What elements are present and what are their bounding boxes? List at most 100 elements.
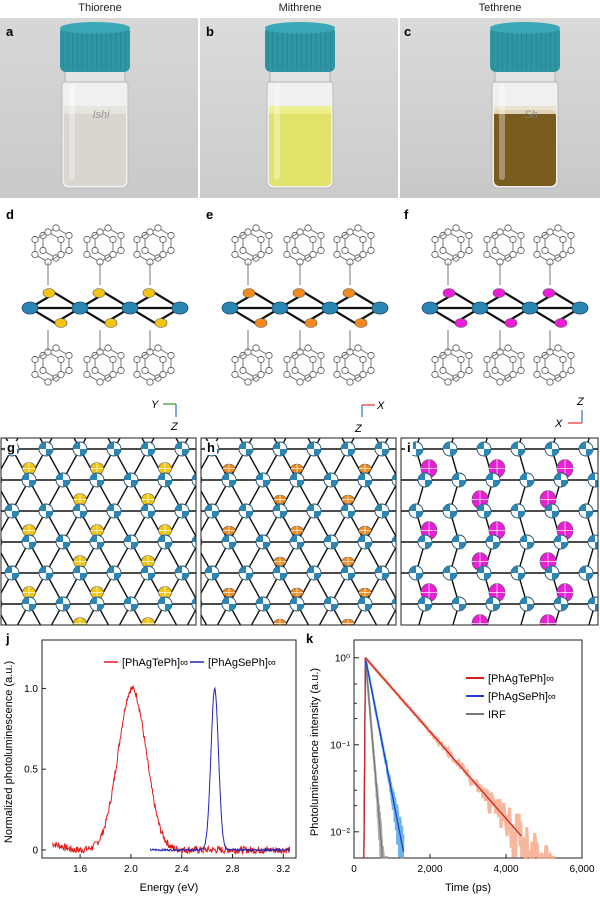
- silver-atom-octant: [588, 473, 595, 480]
- silver-atom-octant: [425, 480, 432, 487]
- silver-atom-octant: [280, 449, 287, 456]
- carbon-atom: [31, 235, 39, 244]
- carbon-atom: [367, 231, 375, 240]
- carbon-atom: [304, 344, 312, 352]
- silver-atom-octant: [467, 480, 474, 487]
- silver-atom-octant: [486, 473, 493, 480]
- carbon-atom: [509, 250, 517, 259]
- carbon-atom: [346, 228, 354, 236]
- carbon-atom: [309, 370, 317, 379]
- silver-atom-octant: [518, 511, 525, 518]
- silver-atom-octant: [416, 573, 423, 580]
- carbon-atom: [309, 235, 317, 244]
- silver-atom-octant: [579, 442, 586, 449]
- silver-atom-octant: [493, 542, 500, 549]
- carbon-atom: [117, 246, 125, 255]
- chart-k-legend: [PhAgTePh]∞ [PhAgSePh]∞ IRF: [466, 673, 556, 721]
- silver-atom-octant: [382, 449, 389, 456]
- silver-atom-octant: [56, 597, 63, 604]
- silver-atom-octant: [256, 473, 263, 480]
- silver-atom-octant: [114, 573, 121, 580]
- carbon-atom: [257, 355, 265, 364]
- panel-label-h: h: [205, 440, 217, 455]
- legend-k-label-te: [PhAgTePh]∞: [488, 673, 554, 685]
- carbon-atom: [44, 378, 52, 386]
- carbon-atom: [141, 246, 149, 255]
- chalcogen-atom: [554, 318, 568, 328]
- silver-atom-octant: [484, 511, 491, 518]
- carbon-atom: [554, 224, 562, 232]
- carbon-atom: [65, 351, 73, 360]
- silver-atom-octant: [484, 573, 491, 580]
- silver-atom-octant: [586, 449, 593, 456]
- carbon-atom: [57, 250, 65, 259]
- carbon-atom: [167, 231, 175, 240]
- carbon-atom: [83, 370, 91, 379]
- carbon-atom: [104, 344, 112, 352]
- carbon-atom: [239, 246, 247, 255]
- chalcogen-atom: [92, 288, 106, 298]
- carbon-atom: [509, 355, 517, 364]
- silver-atom-octant: [97, 480, 104, 487]
- silver-atom-octant: [73, 566, 80, 573]
- silver-atom: [371, 301, 389, 315]
- carbon-atom: [465, 246, 473, 255]
- silver-atom-octant: [229, 480, 236, 487]
- chart-k-xtick-label: 6,000: [569, 864, 594, 875]
- silver-atom-octant: [452, 473, 459, 480]
- carbon-atom: [265, 246, 273, 255]
- silver-atom-octant: [256, 535, 263, 542]
- carbon-atom: [109, 355, 117, 364]
- silver-atom-octant: [175, 504, 182, 511]
- silver-atom-octant: [124, 473, 131, 480]
- silver-atom-octant: [477, 442, 484, 449]
- carbon-atom: [546, 378, 554, 386]
- vial-thiorene: Ishi: [60, 22, 130, 189]
- axis-label-e-vertical: Z: [354, 423, 363, 435]
- panel-label-e: e: [206, 207, 214, 222]
- silver-atom-octant: [63, 604, 70, 611]
- chart-k-ytick-label: 10⁰: [335, 653, 350, 664]
- silver-atom-octant: [392, 597, 396, 604]
- carbon-atom: [517, 246, 525, 255]
- carbon-atom: [509, 370, 517, 379]
- axis-label-d-vertical: Z: [170, 421, 179, 433]
- silver-atom-octant: [46, 449, 53, 456]
- silver-atom-octant: [141, 566, 148, 573]
- carbon-atom: [457, 355, 465, 364]
- axis-label-d-horizontal: Y: [151, 399, 159, 411]
- panel-label-b: b: [206, 24, 214, 39]
- chalcogen-atom: [42, 288, 56, 298]
- silver-atom-octant: [477, 504, 484, 511]
- carbon-atom: [496, 228, 504, 236]
- carbon-atom: [159, 370, 167, 379]
- silver-atom-octant: [358, 535, 365, 542]
- silver-atom-octant: [205, 566, 212, 573]
- carbon-atom: [291, 366, 299, 375]
- carbon-atom: [554, 344, 562, 352]
- silver-atom-octant: [22, 473, 29, 480]
- silver-atom-octant: [175, 442, 182, 449]
- silver-atom-octant: [418, 473, 425, 480]
- carbon-atom: [244, 378, 252, 386]
- legend-k-label-irf: IRF: [488, 709, 506, 721]
- carbon-atom: [83, 355, 91, 364]
- silver-atom-octant: [107, 504, 114, 511]
- silver-atom-octant: [273, 442, 280, 449]
- silver-atom-octant: [486, 535, 493, 542]
- carbon-atom: [52, 344, 60, 352]
- silver-atom-octant: [518, 449, 525, 456]
- carbon-atom: [91, 246, 99, 255]
- carbon-atom: [341, 366, 349, 375]
- carbon-atom: [491, 246, 499, 255]
- axis-label-f-horizontal: X: [554, 418, 563, 430]
- silver-atom-octant: [80, 449, 87, 456]
- silver-atom-octant: [358, 597, 365, 604]
- silver-atom-octant: [433, 542, 440, 549]
- side-view-d: [21, 224, 189, 386]
- silver-atom-octant: [493, 604, 500, 611]
- silver-atom-octant: [459, 604, 466, 611]
- carbon-atom: [141, 366, 149, 375]
- carbon-atom: [283, 355, 291, 364]
- silver-atom-octant: [297, 480, 304, 487]
